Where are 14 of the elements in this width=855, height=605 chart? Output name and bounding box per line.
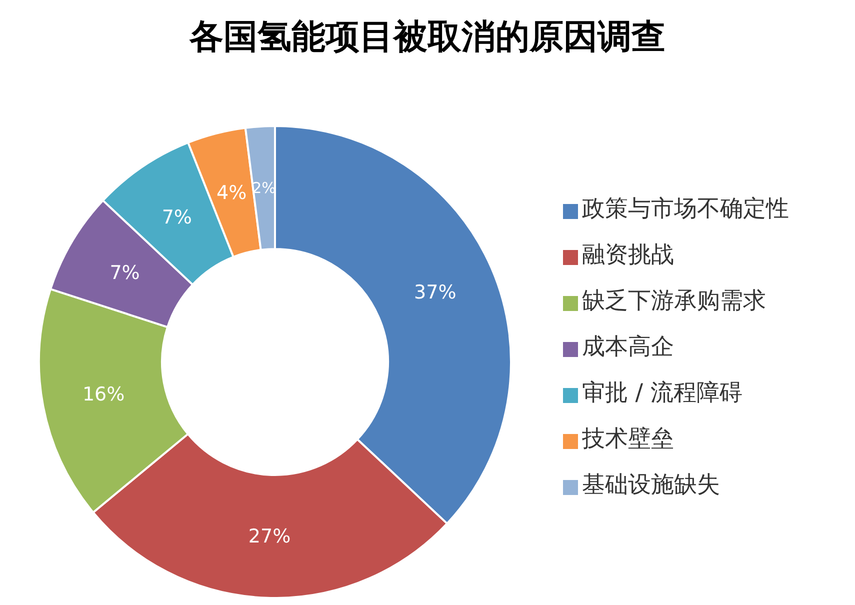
data-label: 7% [162,206,192,229]
data-label: 37% [414,282,456,304]
legend-label: 融资挑战 [582,242,674,268]
legend-label: 政策与市场不确定性 [582,196,789,222]
legend-label: 缺乏下游承购需求 [582,288,766,314]
legend-label: 基础设施缺失 [582,472,720,498]
data-label: 16% [82,384,125,406]
data-label: 4% [216,182,247,204]
legend-label: 技术壁垒 [582,426,674,452]
chart-title: 各国氢能项目被取消的原因调查 [188,16,666,59]
data-label: 7% [110,262,140,284]
legend-label: 成本高企 [582,334,674,360]
data-label: 27% [248,525,291,548]
legend-label: 审批 / 流程障碍 [582,380,742,406]
